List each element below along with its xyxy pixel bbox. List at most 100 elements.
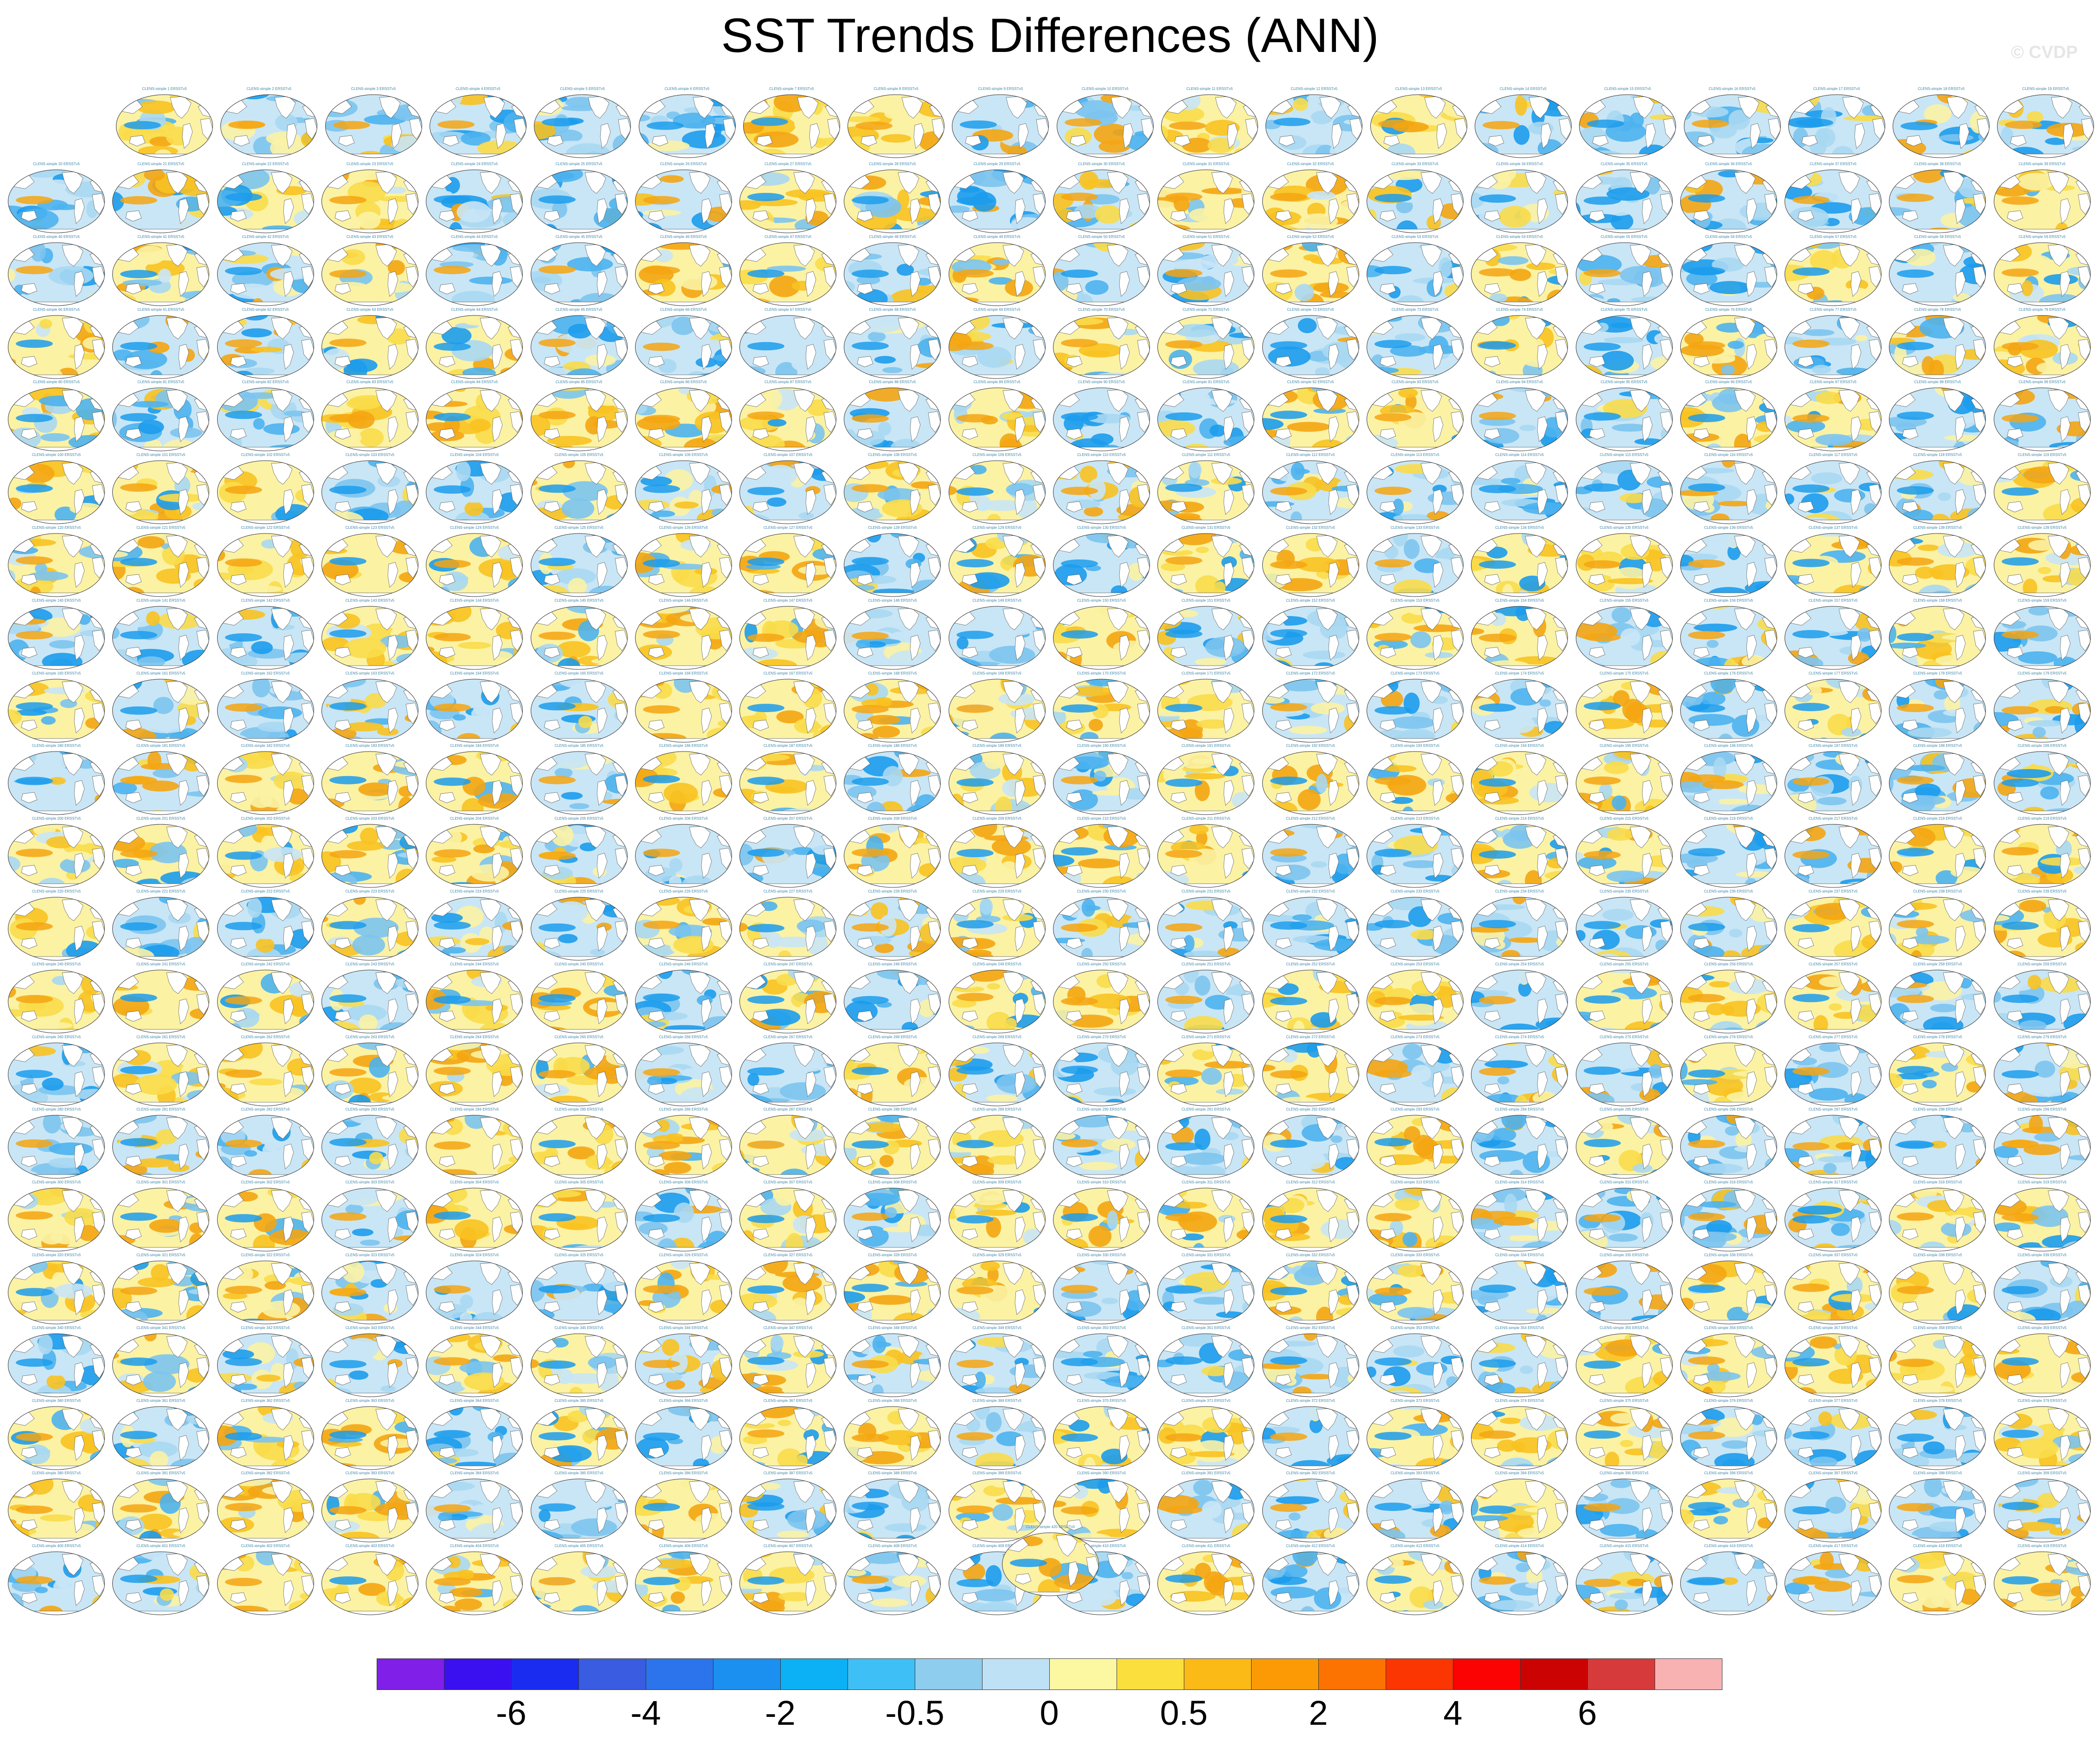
- sst-map-panel: CLENS-simple 360 ERSSTv5: [6, 1398, 106, 1471]
- sst-map-panel: CLENS-simple 39 ERSSTv5: [1992, 161, 2092, 235]
- sst-map-panel: CLENS-simple 309 ERSSTv5: [947, 1180, 1047, 1253]
- sst-map: [1262, 1042, 1359, 1106]
- sst-map-panel: CLENS-simple 77 ERSSTv5: [1783, 307, 1883, 380]
- colorbar-tick-label: -6: [496, 1694, 527, 1732]
- sst-map: [1680, 1406, 1777, 1470]
- panel-title: CLENS-simple 129 ERSSTv5: [972, 526, 1021, 530]
- sst-map-panel: CLENS-simple 302 ERSSTv5: [216, 1180, 315, 1253]
- panel-title: CLENS-simple 114 ERSSTv5: [1495, 453, 1544, 457]
- sst-map: [1997, 94, 2094, 158]
- sst-map: [635, 1478, 732, 1542]
- panel-title: CLENS-simple 158 ERSSTv5: [1913, 598, 1962, 603]
- sst-map: [1366, 679, 1464, 743]
- sst-map-panel: CLENS-simple 111 ERSSTv5: [1156, 452, 1256, 526]
- sst-map-panel: CLENS-simple 321 ERSSTv5: [111, 1253, 211, 1326]
- panel-title: CLENS-simple 58 ERSSTv5: [1914, 234, 1961, 239]
- sst-map: [1157, 679, 1255, 743]
- sst-map: [743, 94, 840, 158]
- panel-title: CLENS-simple 300 ERSSTv5: [32, 1180, 81, 1185]
- sst-map: [1366, 606, 1464, 670]
- sst-map: [1262, 679, 1359, 743]
- sst-map-panel: CLENS-simple 104 ERSSTv5: [424, 452, 524, 526]
- sst-map: [1262, 315, 1359, 379]
- sst-map: [952, 94, 1049, 158]
- sst-map: [530, 1042, 628, 1106]
- sst-map: [739, 533, 837, 597]
- panel-title: CLENS-simple 131 ERSSTv5: [1182, 526, 1231, 530]
- sst-map-panel: CLENS-simple 172 ERSSTv5: [1261, 671, 1361, 744]
- sst-map: [1680, 169, 1777, 233]
- panel-title: CLENS-simple 334 ERSSTv5: [1495, 1253, 1544, 1257]
- sst-map-panel: CLENS-simple 154 ERSSTv5: [1470, 598, 1569, 671]
- sst-map: [1993, 1115, 2091, 1179]
- sst-map-panel: CLENS-simple 88 ERSSTv5: [842, 379, 942, 453]
- sst-map: [739, 1042, 837, 1106]
- sst-map-panel: CLENS-simple 273 ERSSTv5: [1365, 1034, 1465, 1108]
- sst-map: [220, 94, 318, 158]
- panel-title: CLENS-simple 212 ERSSTv5: [1286, 816, 1335, 821]
- panel-title: CLENS-simple 20 ERSSTv5: [33, 162, 80, 166]
- sst-map-panel: CLENS-simple 29 ERSSTv5: [947, 161, 1047, 235]
- sst-map: [1993, 897, 2091, 961]
- sst-map: [635, 533, 732, 597]
- sst-map-panel: CLENS-simple 264 ERSSTv5: [424, 1034, 524, 1108]
- panel-title: CLENS-simple 160 ERSSTv5: [32, 671, 81, 675]
- sst-map-panel: CLENS-simple 350 ERSSTv5: [1052, 1325, 1151, 1399]
- panel-title: CLENS-simple 298 ERSSTv5: [1913, 1107, 1962, 1112]
- sst-map-panel: CLENS-simple 152 ERSSTv5: [1261, 598, 1361, 671]
- sst-map: [1471, 897, 1568, 961]
- panel-title: CLENS-simple 340 ERSSTv5: [32, 1325, 81, 1330]
- sst-map: [1785, 1260, 1882, 1324]
- panel-title: CLENS-simple 71 ERSSTv5: [1182, 307, 1230, 312]
- sst-map-panel: CLENS-simple 24 ERSSTv5: [424, 161, 524, 235]
- sst-map-panel: CLENS-simple 187 ERSSTv5: [738, 743, 838, 816]
- sst-map-panel: CLENS-simple 390 ERSSTv5: [1052, 1471, 1151, 1544]
- sst-map-panel: CLENS-simple 364 ERSSTv5: [424, 1398, 524, 1471]
- panel-title: CLENS-simple 29 ERSSTv5: [973, 162, 1021, 166]
- sst-map: [217, 679, 314, 743]
- sst-map: [1262, 824, 1359, 888]
- sst-map-panel: CLENS-simple 219 ERSSTv5: [1992, 816, 2092, 889]
- sst-map-panel: CLENS-simple 4 ERSSTv5: [428, 86, 528, 160]
- sst-map-panel: CLENS-simple 346 ERSSTv5: [634, 1325, 733, 1399]
- sst-map: [8, 1406, 105, 1470]
- sst-map-panel: CLENS-simple 375 ERSSTv5: [1574, 1398, 1674, 1471]
- sst-map: [635, 1333, 732, 1397]
- sst-map-panel: CLENS-simple 151 ERSSTv5: [1156, 598, 1256, 671]
- sst-map: [530, 1115, 628, 1179]
- panel-title: CLENS-simple 119 ERSSTv5: [2017, 453, 2067, 457]
- sst-map-panel: CLENS-simple 201 ERSSTv5: [111, 816, 211, 889]
- sst-map: [1262, 1551, 1359, 1615]
- panel-title: CLENS-simple 305 ERSSTv5: [554, 1180, 604, 1185]
- sst-map-panel: CLENS-simple 258 ERSSTv5: [1888, 962, 1987, 1035]
- sst-map-panel: CLENS-simple 165 ERSSTv5: [529, 671, 629, 744]
- sst-map: [948, 1333, 1046, 1397]
- sst-map-panel: CLENS-simple 348 ERSSTv5: [842, 1325, 942, 1399]
- sst-map-panel: CLENS-simple 222 ERSSTv5: [216, 889, 315, 962]
- sst-map-panel: CLENS-simple 238 ERSSTv5: [1888, 889, 1987, 962]
- panel-title: CLENS-simple 68 ERSSTv5: [869, 307, 916, 312]
- sst-map-panel: CLENS-simple 306 ERSSTv5: [634, 1180, 733, 1253]
- sst-map-panel: CLENS-simple 333 ERSSTv5: [1365, 1253, 1465, 1326]
- sst-map: [112, 1188, 210, 1252]
- panel-title: CLENS-simple 76 ERSSTv5: [1705, 307, 1752, 312]
- sst-map-panel: CLENS-simple 234 ERSSTv5: [1470, 889, 1569, 962]
- panel-title: CLENS-simple 297 ERSSTv5: [1808, 1107, 1858, 1112]
- sst-map-panel: CLENS-simple 272 ERSSTv5: [1261, 1034, 1361, 1108]
- panel-title: CLENS-simple 47 ERSSTv5: [764, 234, 812, 239]
- sst-map-panel: CLENS-simple 5 ERSSTv5: [533, 86, 632, 160]
- panel-title: CLENS-simple 245 ERSSTv5: [554, 962, 604, 966]
- sst-map-panel: CLENS-simple 64 ERSSTv5: [424, 307, 524, 380]
- sst-map: [1785, 1115, 1882, 1179]
- sst-map: [8, 897, 105, 961]
- sst-map: [739, 1115, 837, 1179]
- panel-title: CLENS-simple 181 ERSSTv5: [136, 744, 186, 748]
- sst-map-panel: CLENS-simple 280 ERSSTv5: [6, 1107, 106, 1180]
- panel-title: CLENS-simple 272 ERSSTv5: [1286, 1034, 1335, 1039]
- panel-title: CLENS-simple 12 ERSSTv5: [1291, 87, 1338, 91]
- sst-map-panel: CLENS-simple 173 ERSSTv5: [1365, 671, 1465, 744]
- panel-title: CLENS-simple 125 ERSSTv5: [554, 526, 604, 530]
- sst-map: [1785, 1551, 1882, 1615]
- panel-title: CLENS-simple 74 ERSSTv5: [1496, 307, 1543, 312]
- sst-map-panel: CLENS-simple 51 ERSSTv5: [1156, 234, 1256, 308]
